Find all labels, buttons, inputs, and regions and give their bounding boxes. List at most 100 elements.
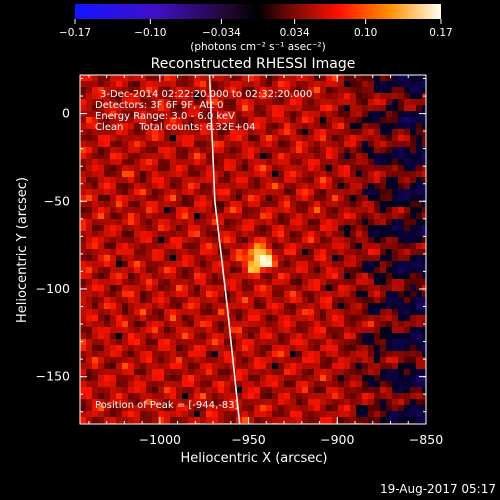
- heatmap-cell: [104, 309, 110, 315]
- heatmap-cell: [218, 267, 224, 273]
- heatmap-cell: [326, 129, 332, 135]
- heatmap-cell: [302, 111, 308, 117]
- heatmap-cell: [170, 405, 176, 411]
- heatmap-cell: [224, 357, 230, 363]
- heatmap-cell: [134, 183, 140, 189]
- heatmap-cell: [170, 273, 176, 279]
- heatmap-cell: [320, 111, 326, 117]
- heatmap-cell: [302, 393, 308, 399]
- heatmap-cell: [104, 261, 110, 267]
- heatmap-cell: [170, 93, 176, 99]
- heatmap-cell: [356, 129, 362, 135]
- heatmap-cell: [284, 411, 290, 417]
- heatmap-cell: [380, 393, 386, 399]
- heatmap-cell: [362, 387, 368, 393]
- heatmap-cell: [332, 171, 338, 177]
- x-tick-label: −850: [409, 432, 443, 447]
- heatmap-cell: [170, 111, 176, 117]
- heatmap-cell: [116, 213, 122, 219]
- heatmap-cell: [266, 405, 272, 411]
- heatmap-cell: [266, 171, 272, 177]
- heatmap-cell: [164, 285, 170, 291]
- heatmap-cell: [344, 321, 350, 327]
- heatmap-cell: [176, 123, 182, 129]
- heatmap-cell: [194, 345, 200, 351]
- heatmap-cell: [314, 141, 320, 147]
- heatmap-cell: [278, 147, 284, 153]
- heatmap-cell: [260, 255, 266, 261]
- heatmap-cell: [272, 381, 278, 387]
- heatmap-cell: [116, 321, 122, 327]
- heatmap-cell: [242, 111, 248, 117]
- heatmap-cell: [404, 135, 410, 141]
- heatmap-cell: [296, 387, 302, 393]
- heatmap-cell: [392, 309, 398, 315]
- heatmap-cell: [86, 399, 92, 405]
- heatmap-cell: [392, 363, 398, 369]
- heatmap-cell: [416, 315, 422, 321]
- heatmap-cell: [116, 369, 122, 375]
- heatmap-cell: [350, 273, 356, 279]
- heatmap-cell: [398, 177, 404, 183]
- heatmap-cell: [338, 153, 344, 159]
- heatmap-cell: [206, 369, 212, 375]
- heatmap-cell: [230, 153, 236, 159]
- heatmap-cell: [200, 291, 206, 297]
- heatmap-cell: [116, 327, 122, 333]
- heatmap-cell: [158, 285, 164, 291]
- heatmap-cell: [206, 171, 212, 177]
- heatmap-cell: [140, 219, 146, 225]
- heatmap-cell: [302, 399, 308, 405]
- heatmap-cell: [278, 207, 284, 213]
- heatmap-cell: [344, 93, 350, 99]
- heatmap-cell: [170, 105, 176, 111]
- heatmap-cell: [248, 189, 254, 195]
- heatmap-cell: [416, 321, 422, 327]
- heatmap-cell: [146, 375, 152, 381]
- heatmap-cell: [386, 321, 392, 327]
- heatmap-cell: [242, 393, 248, 399]
- heatmap-cell: [374, 387, 380, 393]
- heatmap-cell: [422, 213, 426, 219]
- heatmap-cell: [374, 339, 380, 345]
- heatmap-cell: [194, 237, 200, 243]
- heatmap-cell: [392, 87, 398, 93]
- heatmap-cell: [176, 93, 182, 99]
- heatmap-cell: [290, 255, 296, 261]
- heatmap-cell: [194, 417, 200, 423]
- heatmap-cell: [224, 171, 230, 177]
- heatmap-cell: [110, 117, 116, 123]
- heatmap-cell: [344, 111, 350, 117]
- heatmap-cell: [128, 153, 134, 159]
- heatmap-cell: [206, 237, 212, 243]
- heatmap-cell: [338, 123, 344, 129]
- heatmap-cell: [248, 399, 254, 405]
- heatmap-cell: [122, 261, 128, 267]
- heatmap-cell: [236, 81, 242, 87]
- heatmap-cell: [284, 417, 290, 423]
- heatmap-cell: [308, 411, 314, 417]
- heatmap-cell: [278, 201, 284, 207]
- heatmap-cell: [368, 201, 374, 207]
- heatmap-cell: [398, 303, 404, 309]
- heatmap-cell: [320, 405, 326, 411]
- heatmap-cell: [206, 117, 212, 123]
- heatmap-cell: [314, 405, 320, 411]
- heatmap-cell: [158, 207, 164, 213]
- heatmap-cell: [410, 123, 416, 129]
- heatmap-cell: [398, 105, 404, 111]
- heatmap-cell: [398, 375, 404, 381]
- heatmap-cell: [98, 201, 104, 207]
- heatmap-cell: [278, 165, 284, 171]
- heatmap-cell: [182, 405, 188, 411]
- heatmap-cell: [182, 363, 188, 369]
- heatmap-cell: [218, 273, 224, 279]
- heatmap-cell: [308, 285, 314, 291]
- heatmap-cell: [194, 195, 200, 201]
- heatmap-cell: [248, 75, 254, 81]
- heatmap-cell: [296, 135, 302, 141]
- heatmap-cell: [248, 309, 254, 315]
- heatmap-cell: [320, 339, 326, 345]
- heatmap-cell: [296, 399, 302, 405]
- heatmap-cell: [242, 153, 248, 159]
